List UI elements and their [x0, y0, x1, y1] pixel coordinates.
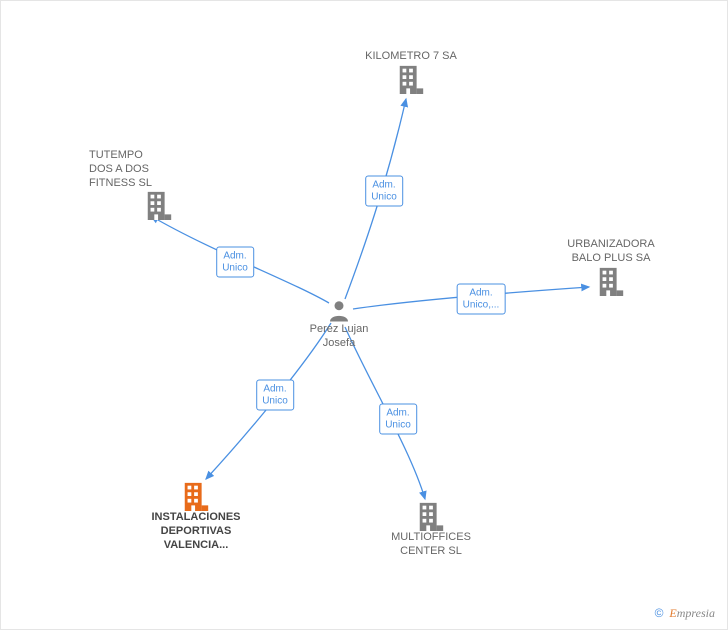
- node-instalaciones[interactable]: INSTALACIONESDEPORTIVASVALENCIA...: [126, 481, 266, 552]
- node-instalaciones-label-2: VALENCIA...: [126, 539, 266, 553]
- building-icon: [89, 190, 229, 220]
- watermark-cap: E: [669, 606, 676, 620]
- edge-label-instalaciones: Adm.Unico: [256, 380, 294, 411]
- center-person-node[interactable]: Perez LujanJosefa: [289, 299, 389, 351]
- center-label-2: Josefa: [289, 337, 389, 351]
- watermark-rest: mpresia: [677, 606, 715, 620]
- node-multioffices-label-1: CENTER SL: [361, 545, 501, 559]
- person-icon: [289, 299, 389, 323]
- node-urbanizadora-label-0: URBANIZADORA: [541, 238, 681, 252]
- building-icon: [361, 501, 501, 531]
- edge-label-tutempo: Adm.Unico: [216, 247, 254, 278]
- building-icon: [126, 481, 266, 511]
- building-icon: [541, 266, 681, 296]
- center-label-1: Perez Lujan: [289, 323, 389, 337]
- node-urbanizadora[interactable]: URBANIZADORABALO PLUS SA: [541, 238, 681, 296]
- node-tutempo[interactable]: TUTEMPODOS A DOSFITNESS SL: [89, 149, 229, 220]
- node-kilometro-label-0: KILOMETRO 7 SA: [341, 50, 481, 64]
- node-urbanizadora-label-1: BALO PLUS SA: [541, 252, 681, 266]
- edge-label-multioffices: Adm.Unico: [379, 404, 417, 435]
- building-icon: [341, 64, 481, 94]
- watermark: © Empresia: [655, 606, 715, 621]
- node-instalaciones-label-1: DEPORTIVAS: [126, 525, 266, 539]
- node-tutempo-label-1: DOS A DOS: [89, 163, 229, 177]
- node-multioffices[interactable]: MULTIOFFICESCENTER SL: [361, 501, 501, 559]
- node-multioffices-label-0: MULTIOFFICES: [361, 531, 501, 545]
- edge-label-urbanizadora: Adm.Unico,...: [457, 284, 506, 315]
- node-kilometro[interactable]: KILOMETRO 7 SA: [341, 50, 481, 94]
- node-instalaciones-label-0: INSTALACIONES: [126, 511, 266, 525]
- edge-label-kilometro: Adm.Unico: [365, 176, 403, 207]
- node-tutempo-label-2: FITNESS SL: [89, 177, 229, 191]
- node-tutempo-label-0: TUTEMPO: [89, 149, 229, 163]
- copyright-symbol: ©: [655, 606, 664, 620]
- diagram-canvas: Adm.Unico Adm.Unico Adm.Unico,... Adm.Unico…: [0, 0, 728, 630]
